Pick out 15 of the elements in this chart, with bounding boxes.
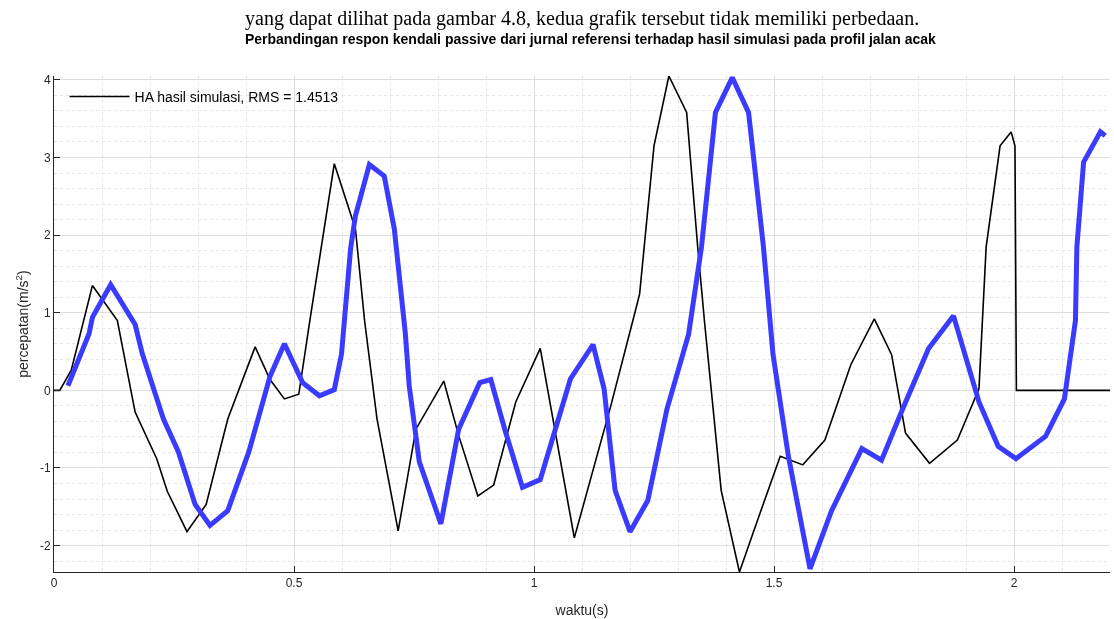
y-tick-label: 4 [43,73,51,88]
chart-title: Perbandingan respon kendali passive dari jurnal referensi terhadap hasil simulasi pada profil jalan acak [244,30,937,47]
legend-label: HA hasil simulasi, RMS = 1.4513 [134,89,339,106]
x-tick-label: 0.5 [285,576,303,591]
y-tick-label: 0 [43,383,51,398]
y-tick-label: 1 [43,305,51,320]
y-tick-label: 3 [43,150,51,165]
x-axis-title: waktu(s) [554,601,609,618]
x-tick-label: 1 [530,576,538,591]
x-tick-label: 1.5 [765,576,783,591]
x-tick-label: 2 [1010,576,1018,591]
y-tick-label: 2 [43,228,51,243]
y-tick-label: -1 [39,461,51,476]
y-tick-label: -2 [39,538,51,553]
text: yang dapat dilihat pada gambar 4.8, kedua grafik tersebut tidak memiliki perbedaan. [245,7,920,30]
